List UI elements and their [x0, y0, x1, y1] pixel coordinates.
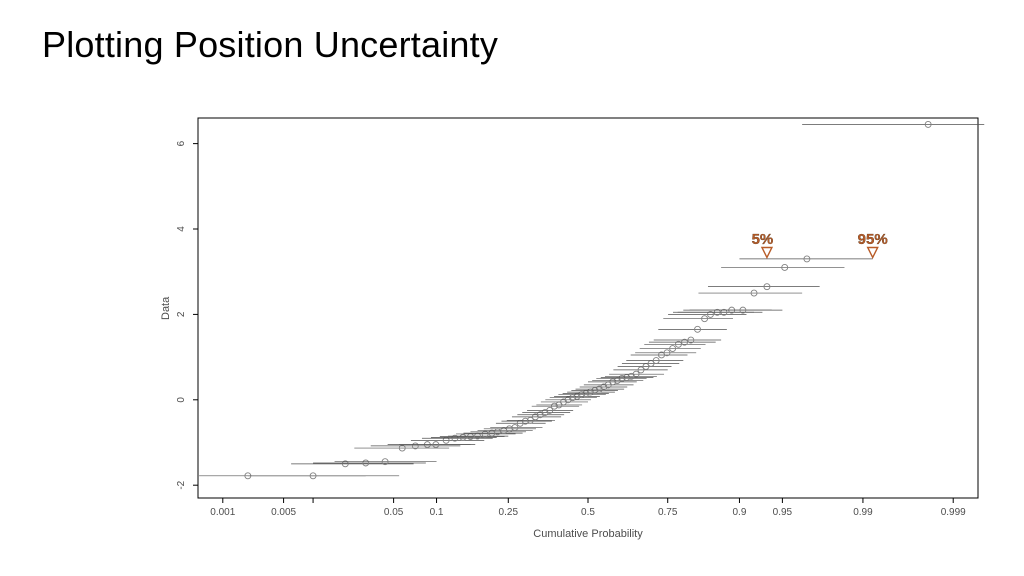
svg-text:0.005: 0.005	[271, 507, 296, 518]
svg-text:2: 2	[176, 311, 187, 317]
y-axis-label: Data	[160, 297, 172, 320]
svg-text:0: 0	[176, 397, 187, 403]
svg-text:5%: 5%	[752, 231, 774, 248]
probability-chart: -2 0 2 4 6 0.001 0.005 0.05 0.1 0.25 0.5 0.75 0.9 0.9…	[150, 110, 990, 550]
chart-svg: -2 0 2 4 6 0.001 0.005 0.05 0.1 0.25 0.5 0.75 0.9 0.9…	[150, 110, 990, 550]
svg-text:6: 6	[176, 140, 187, 146]
x-axis-label: Cumulative Probability	[528, 528, 648, 540]
svg-text:95%: 95%	[858, 231, 888, 248]
svg-text:0.75: 0.75	[658, 507, 678, 518]
svg-text:0.001: 0.001	[210, 507, 235, 518]
svg-text:0.5: 0.5	[581, 507, 595, 518]
svg-text:0.95: 0.95	[773, 507, 793, 518]
svg-text:0.05: 0.05	[384, 507, 404, 518]
svg-text:4: 4	[176, 226, 187, 232]
svg-text:0.1: 0.1	[430, 507, 444, 518]
svg-text:0.999: 0.999	[941, 507, 966, 518]
svg-text:0.25: 0.25	[499, 507, 519, 518]
svg-text:0.99: 0.99	[853, 507, 873, 518]
page-title: Plotting Position Uncertainty	[42, 24, 498, 66]
svg-text:-2: -2	[176, 480, 187, 489]
svg-text:0.9: 0.9	[733, 507, 747, 518]
